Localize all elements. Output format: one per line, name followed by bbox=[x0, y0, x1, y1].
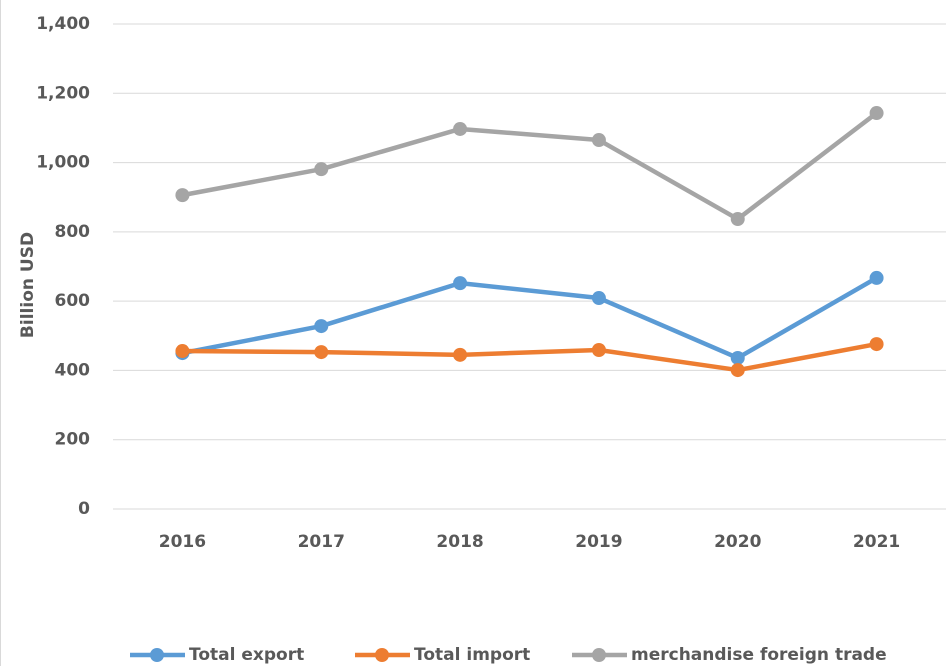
data-point bbox=[453, 276, 468, 291]
series-line bbox=[180, 341, 879, 373]
y-tick-label: 1,200 bbox=[36, 83, 90, 103]
data-point bbox=[591, 291, 606, 306]
y-axis-label: Billion USD bbox=[18, 232, 38, 338]
legend-marker bbox=[150, 648, 164, 662]
series-line bbox=[180, 110, 879, 222]
series-line bbox=[180, 275, 879, 361]
data-point bbox=[591, 133, 606, 148]
x-tick-label: 2020 bbox=[714, 532, 761, 552]
data-point bbox=[314, 345, 329, 360]
legend-label: Total import bbox=[414, 645, 530, 665]
x-tick-label: 2017 bbox=[298, 532, 345, 552]
y-tick-label: 1,000 bbox=[36, 153, 90, 173]
legend-marker bbox=[375, 648, 389, 662]
data-point bbox=[175, 188, 190, 203]
data-point bbox=[869, 337, 884, 352]
data-point bbox=[453, 121, 468, 136]
data-point bbox=[730, 212, 745, 227]
y-tick-label: 800 bbox=[55, 222, 91, 242]
data-point bbox=[730, 363, 745, 378]
x-tick-label: 2019 bbox=[575, 532, 622, 552]
legend-label: Total export bbox=[189, 645, 304, 665]
legend-label: merchandise foreign trade bbox=[631, 645, 887, 665]
y-tick-label: 400 bbox=[55, 360, 91, 380]
data-point bbox=[314, 162, 329, 177]
y-tick-label: 1,400 bbox=[36, 14, 90, 34]
data-point bbox=[591, 342, 606, 357]
data-point bbox=[730, 350, 745, 365]
y-tick-label: 600 bbox=[55, 291, 91, 311]
data-point bbox=[175, 344, 190, 359]
x-tick-label: 2016 bbox=[159, 532, 206, 552]
x-tick-label: 2018 bbox=[436, 532, 483, 552]
data-point bbox=[869, 270, 884, 285]
legend-marker bbox=[592, 648, 606, 662]
y-tick-label: 0 bbox=[78, 499, 90, 519]
y-tick-label: 200 bbox=[55, 430, 91, 450]
data-point bbox=[453, 347, 468, 362]
data-point bbox=[314, 319, 329, 334]
x-tick-label: 2021 bbox=[853, 532, 900, 552]
data-point bbox=[869, 106, 884, 121]
